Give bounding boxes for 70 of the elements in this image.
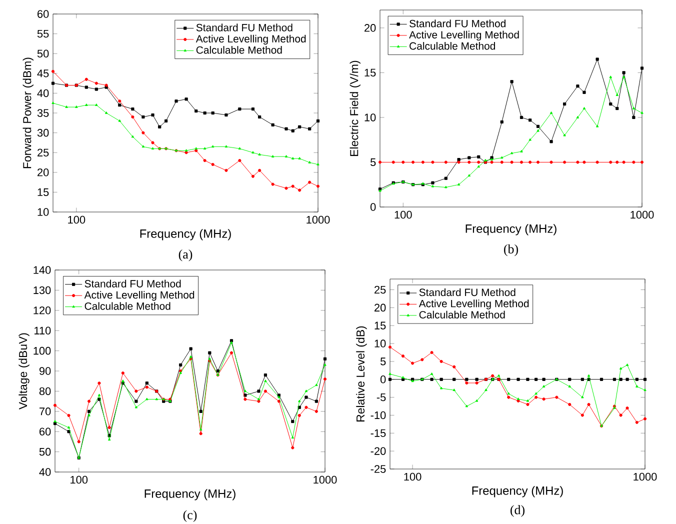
y-tick-label: 90 [39,367,51,375]
x-tick-label: 1000 [306,216,330,224]
y-tick-label: 0 [380,376,386,384]
x-axis-title: Frequency (MHz) [472,486,563,498]
y-tick-label: -5 [376,393,386,402]
text: (d) [510,505,524,517]
x-tick-label: 1000 [634,472,657,481]
y-tick-label: 110 [34,326,51,334]
y-tick-label: 130 [34,286,51,294]
x-tick-label: 100 [70,476,88,484]
y-tick-label: 55 [37,30,49,38]
legend-label: Active Levelling Method [409,30,519,41]
y-tick-label: 50 [39,448,51,456]
y-tick-label: 30 [37,128,49,137]
legend-label: Standard FU Method [84,280,181,288]
y-tick-label: 50 [37,50,49,58]
legend-label: Active Levelling Method [196,34,306,45]
y-tick-label: 25 [374,286,386,294]
x-axis-title: Frequency (MHz) [140,229,231,240]
y-tick-label: 120 [34,306,51,314]
y-axis-title: Electric Field (V/m) [350,60,360,156]
y-tick-label: 45 [37,70,49,78]
y-tick-label: 100 [34,346,51,355]
y-tick-label: 15 [38,188,49,196]
text: (b) [504,244,518,256]
y-tick-label: 15 [374,322,386,330]
y-tick-label: 10 [374,340,386,348]
y-tick-label: -15 [370,429,386,437]
legend-label: Calculable Method [419,310,505,318]
y-tick-label: 10 [38,208,49,216]
x-axis-title: Frequency (MHz) [466,224,556,236]
y-tick-label: 80 [39,387,51,396]
x-axis-title: Frequency (MHz) [144,489,236,500]
y-tick-label: 0 [370,203,376,211]
x-tick-label: 100 [394,210,412,219]
y-axis-title: Voltage (dBuV) [18,333,30,410]
y-tick-label: 35 [37,109,49,117]
y-tick-label: 40 [37,89,49,98]
y-tick-label: 5 [380,358,386,366]
y-tick-label: 40 [39,468,51,476]
x-tick-label: 100 [68,216,86,224]
y-tick-label: 5 [370,158,376,166]
legend-label: Standard FU Method [196,24,292,32]
legend-label: Active Levelling Method [418,300,529,310]
y-tick-label: -10 [370,411,386,420]
y-tick-label: 20 [38,168,49,176]
x-tick-label: 100 [404,472,422,481]
y-tick-label: 140 [34,266,51,274]
y-tick-label: -20 [370,447,386,455]
y-tick-label: 10 [364,114,376,122]
legend-label: Active Levelling Method [84,290,194,301]
y-tick-label: -25 [370,465,386,473]
y-tick-label: 60 [38,10,49,18]
y-axis-title: Forward Power (dBm) [22,58,34,168]
x-tick-label: 1000 [314,476,337,484]
y-tick-label: 15 [364,68,376,77]
y-tick-label: 20 [364,24,376,32]
legend-label: Calculable Method [84,302,170,310]
legend-label: Calculable Method [196,46,282,54]
y-axis-title: Relative Level (dB) [356,326,367,422]
legend-label: Calculable Method [410,42,496,50]
y-tick-label: 25 [38,148,49,156]
text: (c) [183,510,197,522]
y-tick-label: 20 [374,304,386,312]
text: (a) [178,250,192,262]
legend-label: Standard FU Method [419,288,516,296]
y-tick-label: 70 [40,408,51,416]
y-tick-label: 60 [40,428,51,436]
x-tick-label: 1000 [630,210,654,219]
legend-label: Standard FU Method [410,20,506,28]
